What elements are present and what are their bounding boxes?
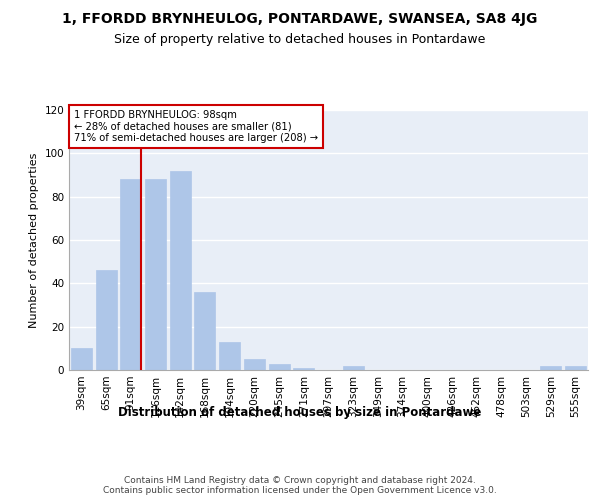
Bar: [120, 180, 141, 370]
Y-axis label: Number of detached properties: Number of detached properties: [29, 152, 39, 328]
Text: Contains HM Land Registry data © Crown copyright and database right 2024.
Contai: Contains HM Land Registry data © Crown c…: [103, 476, 497, 495]
Bar: [219, 342, 240, 370]
Bar: [194, 292, 215, 370]
Text: Size of property relative to detached houses in Pontardawe: Size of property relative to detached ho…: [115, 32, 485, 46]
Text: Distribution of detached houses by size in Pontardawe: Distribution of detached houses by size …: [118, 406, 482, 419]
Bar: [170, 170, 191, 370]
Bar: [565, 366, 586, 370]
Bar: [244, 359, 265, 370]
Bar: [269, 364, 290, 370]
Text: 1, FFORDD BRYNHEULOG, PONTARDAWE, SWANSEA, SA8 4JG: 1, FFORDD BRYNHEULOG, PONTARDAWE, SWANSE…: [62, 12, 538, 26]
Bar: [95, 270, 116, 370]
Bar: [71, 348, 92, 370]
Bar: [343, 366, 364, 370]
Bar: [293, 368, 314, 370]
Text: 1 FFORDD BRYNHEULOG: 98sqm
← 28% of detached houses are smaller (81)
71% of semi: 1 FFORDD BRYNHEULOG: 98sqm ← 28% of deta…: [74, 110, 319, 143]
Bar: [541, 366, 562, 370]
Bar: [145, 180, 166, 370]
